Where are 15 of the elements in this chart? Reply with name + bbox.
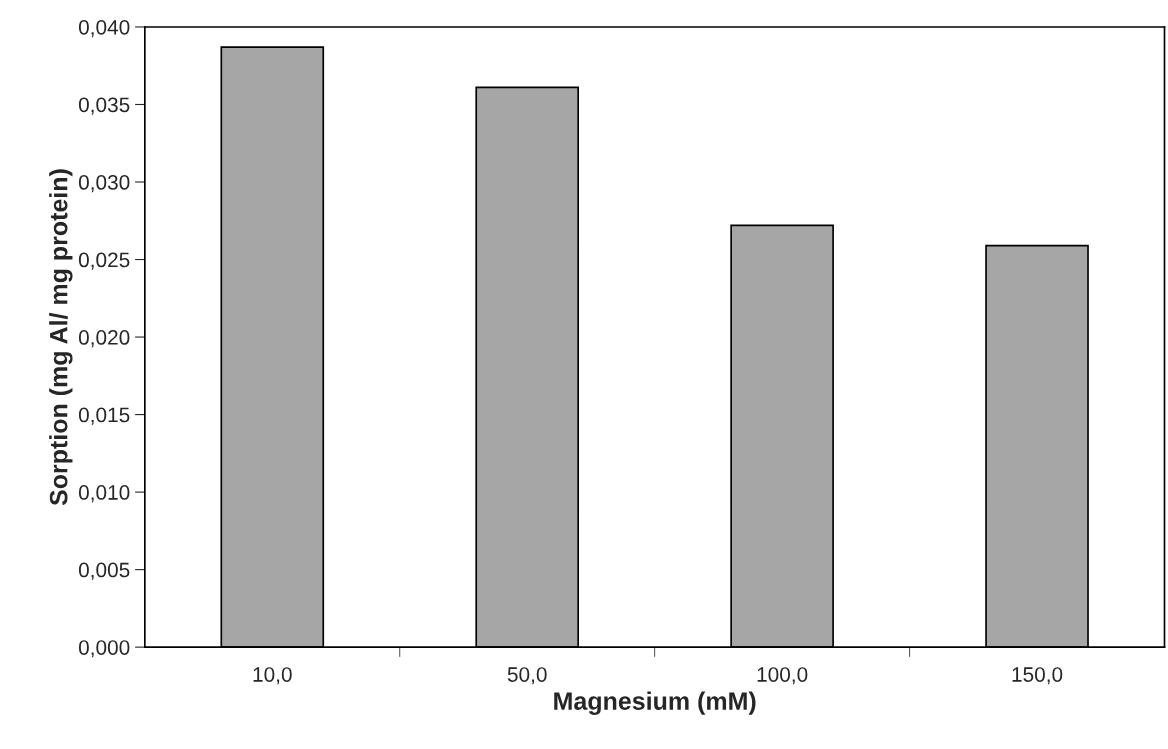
- y-tick-label: 0,025: [78, 252, 130, 270]
- y-tick-label: 0,010: [78, 485, 130, 503]
- x-tick-label: 10,0: [253, 667, 292, 685]
- x-tick-label: 100,0: [757, 667, 808, 685]
- x-axis-title: Magnesium (mM): [554, 691, 756, 715]
- y-tick-label: 0,015: [78, 407, 130, 425]
- y-tick-label: 0,040: [78, 19, 130, 38]
- y-tick-label: 0,005: [78, 562, 130, 580]
- y-tick-label: 0,030: [78, 175, 130, 193]
- y-tick-label: 0,020: [78, 330, 130, 348]
- y-axis-title: Sorption (mg Al/ mg protein): [49, 169, 73, 506]
- y-tick-label: 0,035: [78, 97, 130, 115]
- y-tick-label: 0,000: [78, 640, 130, 658]
- x-tick-label: 50,0: [507, 667, 547, 685]
- x-tick-label: 150,0: [1012, 667, 1063, 685]
